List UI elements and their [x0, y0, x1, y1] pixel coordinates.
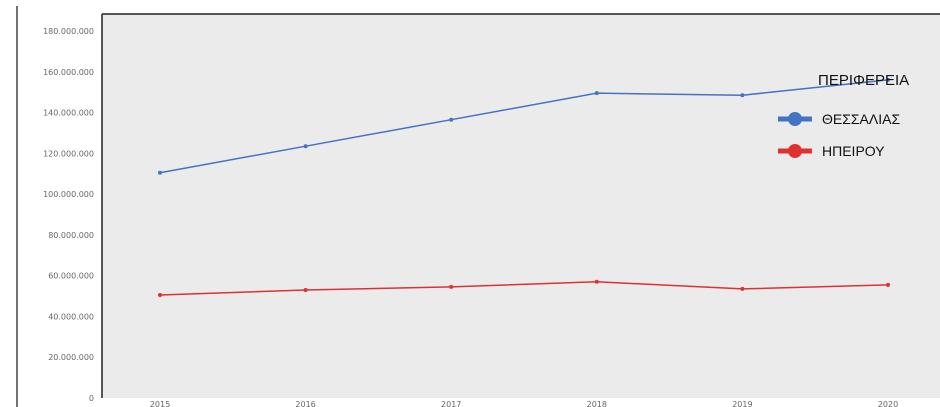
x-tick-label: 2018 — [587, 400, 607, 407]
y-tick-label: 120.000.000 — [43, 149, 94, 158]
data-point — [740, 286, 745, 291]
data-point — [449, 284, 454, 289]
x-axis-ticks: 2015 2016 2017 2018 2019 2020 — [150, 400, 898, 407]
series-line — [159, 79, 889, 174]
x-tick-label: 2019 — [732, 400, 752, 407]
y-tick-label: 40.000.000 — [48, 312, 94, 321]
data-point — [158, 170, 162, 175]
data-point — [594, 91, 599, 96]
y-tick-label: 0 — [89, 394, 94, 403]
y-tick-label: 140.000.000 — [43, 109, 94, 118]
x-tick-label: 2016 — [295, 400, 315, 407]
x-tick-label: 2020 — [878, 400, 898, 407]
data-point — [886, 282, 890, 287]
y-axis-ticks: 0 20.000.000 40.000.000 60.000.000 80.000.00… — [43, 27, 94, 403]
legend-swatch-marker — [788, 144, 802, 158]
plot-area — [102, 14, 940, 398]
y-tick-label: 180.000.000 — [43, 27, 94, 36]
data-point — [449, 117, 454, 122]
legend-swatch-marker — [788, 112, 802, 126]
y-tick-label: 20.000.000 — [48, 353, 94, 362]
legend-title: ΠΕΡΙΦΕΡΕΙΑ — [818, 72, 909, 89]
legend: ΠΕΡΙΦΕΡΕΙΑ ΘΕΣΣΑΛΙΑΣ ΗΠΕΙΡΟΥ — [778, 72, 909, 159]
series-lines — [158, 77, 890, 298]
data-point — [740, 93, 745, 98]
y-tick-label: 80.000.000 — [48, 231, 94, 240]
data-point — [594, 279, 599, 284]
data-point — [303, 287, 308, 292]
x-tick-label: 2017 — [441, 400, 461, 407]
data-point — [303, 144, 308, 149]
legend-label: ΗΠΕΙΡΟΥ — [822, 143, 885, 159]
y-tick-label: 60.000.000 — [48, 272, 94, 281]
y-tick-label: 100.000.000 — [43, 190, 94, 199]
data-point — [158, 293, 162, 298]
data-point — [886, 77, 890, 82]
y-tick-label: 160.000.000 — [43, 68, 94, 77]
x-tick-label: 2015 — [150, 400, 170, 407]
series-line — [159, 281, 889, 296]
legend-label: ΘΕΣΣΑΛΙΑΣ — [822, 111, 900, 127]
